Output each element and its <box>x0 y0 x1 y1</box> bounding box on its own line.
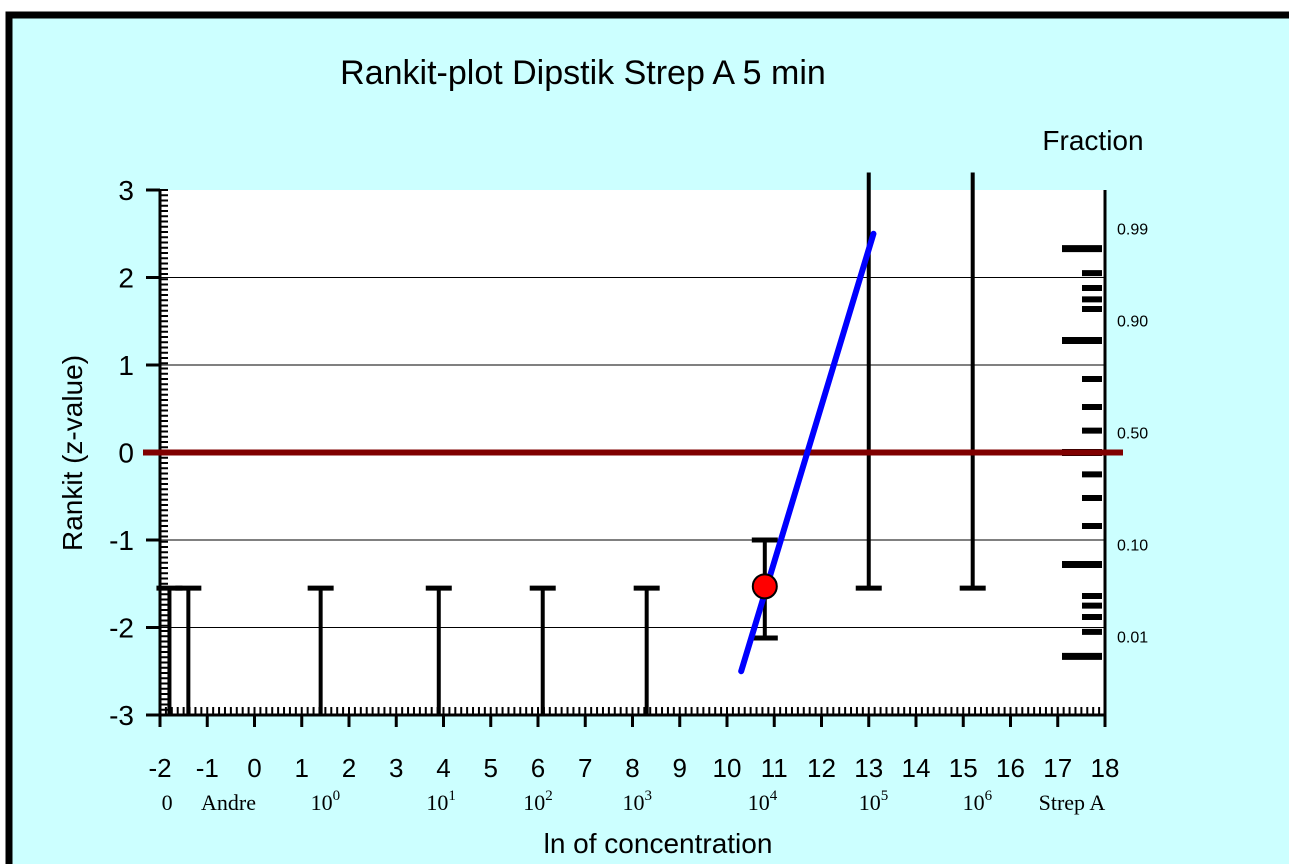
y-tick-label: -2 <box>109 613 134 644</box>
concentration-base: 10 <box>963 790 985 815</box>
x-tick-label: 15 <box>949 753 978 783</box>
x-tick-label: 0 <box>247 753 261 783</box>
y-tick-label: -1 <box>109 525 134 556</box>
x-axis-label: ln of concentration <box>544 828 773 859</box>
fraction-label: 0.01 <box>1117 629 1148 646</box>
x-tick-label: 4 <box>436 753 450 783</box>
y-tick-label: 0 <box>118 438 134 469</box>
x-tick-label: 1 <box>295 753 309 783</box>
data-points <box>751 573 778 600</box>
concentration-exponent: 4 <box>770 788 778 804</box>
fraction-label: 0.99 <box>1117 222 1148 239</box>
concentration-label: 104 <box>748 788 778 815</box>
concentration-exponent: 6 <box>985 788 993 804</box>
concentration-base: 10 <box>622 790 644 815</box>
x-tick-label: 3 <box>389 753 403 783</box>
concentration-label: 105 <box>859 788 889 815</box>
concentration-label: 100 <box>311 788 341 815</box>
concentration-label: Andre <box>201 790 256 815</box>
x-tick-label: -2 <box>148 753 171 783</box>
y-tick-label: 2 <box>118 263 134 294</box>
x-tick-label: 14 <box>902 753 931 783</box>
concentration-exponent: 3 <box>644 788 652 804</box>
concentration-label: Strep A <box>1039 790 1106 815</box>
fraction-label: 0.50 <box>1117 426 1148 443</box>
concentration-label: 101 <box>426 788 456 815</box>
x-tick-label: 17 <box>1043 753 1072 783</box>
x-tick-label: 12 <box>807 753 836 783</box>
concentration-base: 10 <box>426 790 448 815</box>
concentration-base: 10 <box>311 790 333 815</box>
concentration-label: 103 <box>622 788 652 815</box>
fraction-label: 0.90 <box>1117 314 1148 331</box>
data-point <box>751 573 778 600</box>
x-tick-label: -1 <box>196 753 219 783</box>
right-axis-label: Fraction <box>1042 125 1143 156</box>
concentration-base: 10 <box>523 790 545 815</box>
y-tick-label: -3 <box>109 700 134 731</box>
concentration-exponent: 0 <box>333 788 341 804</box>
y-axis-label: Rankit (z-value) <box>57 355 88 551</box>
concentration-label: 0 <box>162 790 173 815</box>
concentration-exponent: 5 <box>881 788 889 804</box>
y-tick-label: 1 <box>118 350 134 381</box>
x-tick-label: 11 <box>761 753 788 783</box>
x-tick-label: 8 <box>625 753 639 783</box>
x-tick-label: 7 <box>578 753 592 783</box>
x-tick-label: 18 <box>1091 753 1120 783</box>
x-tick-label: 16 <box>996 753 1025 783</box>
concentration-label: 102 <box>523 788 553 815</box>
fraction-label: 0.10 <box>1117 538 1148 555</box>
chart-title: Rankit-plot Dipstik Strep A 5 min <box>340 54 826 92</box>
concentration-base: 10 <box>859 790 881 815</box>
x-tick-label: 5 <box>484 753 498 783</box>
concentration-base: 10 <box>748 790 770 815</box>
y-tick-label: 3 <box>118 175 134 206</box>
x-tick-label: 9 <box>673 753 687 783</box>
x-tick-label: 13 <box>854 753 883 783</box>
concentration-label: 106 <box>963 788 993 815</box>
x-tick-label: 10 <box>713 753 742 783</box>
concentration-exponent: 1 <box>448 788 456 804</box>
concentration-exponent: 2 <box>545 788 553 804</box>
x-tick-label: 6 <box>531 753 545 783</box>
x-tick-label: 2 <box>342 753 356 783</box>
